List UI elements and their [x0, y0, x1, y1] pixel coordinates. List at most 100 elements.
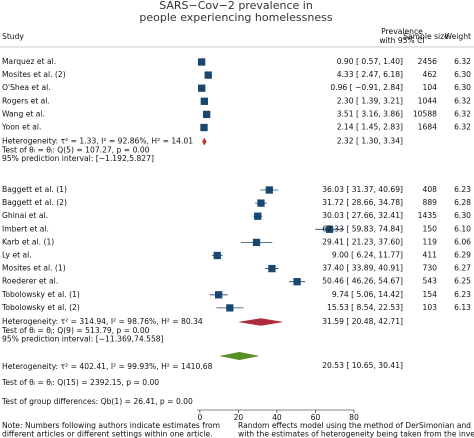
sample-size: 408	[423, 185, 438, 194]
sample-size: 889	[423, 198, 438, 207]
chart-title: people experiencing homelessness	[139, 11, 332, 24]
estimate-label: 36.03 [ 31.37, 40.69]	[322, 185, 403, 194]
estimate-label: 50.46 [ 46.26, 54.67]	[322, 277, 403, 286]
weight: 6.30	[454, 211, 471, 220]
summary-diamond	[202, 137, 207, 146]
study-name: Karb et al. (1)	[2, 237, 54, 246]
study-name: Tobolowsky et al. (2)	[1, 303, 80, 312]
study-marker	[198, 84, 206, 92]
test-text: Test of θᵢ = θⱼ: Q(9) = 513.79, p = 0.00	[1, 326, 150, 335]
estimate-label: 9.00 [ 6.24, 11.77]	[332, 251, 403, 260]
study-name: Rogers et al.	[2, 96, 50, 105]
sample-size: 150	[423, 224, 438, 233]
study-name: Mosites et al. (1)	[2, 264, 66, 273]
weight: 6.06	[454, 237, 471, 246]
summary-diamond	[239, 318, 283, 326]
estimate-label: 3.51 [ 3.16, 3.86]	[337, 109, 403, 118]
estimate-label: 67.33 [ 59.83, 74.84]	[322, 224, 403, 233]
weight: 6.23	[454, 290, 471, 299]
weight: 6.29	[454, 251, 471, 260]
study-name: Imbert et al.	[2, 224, 49, 233]
estimate-label: 37.40 [ 33.89, 40.91]	[322, 264, 403, 273]
estimate-label: 9.74 [ 5.06, 14.42]	[332, 290, 403, 299]
heterogeneity: Heterogeneity: τ² = 1.33, I² = 92.86%, H…	[2, 137, 193, 146]
sample-size: 543	[423, 277, 438, 286]
x-tick-label: 40	[272, 413, 282, 422]
chart-title: SARS−Cov−2 prevalence in	[159, 0, 313, 12]
weight: 6.32	[454, 57, 471, 66]
estimate-label: 30.03 [ 27.66, 32.41]	[322, 211, 403, 220]
weight: 6.32	[454, 96, 471, 105]
x-tick-label: 0	[197, 413, 202, 422]
study-marker	[325, 225, 334, 233]
study-marker	[215, 291, 223, 299]
estimate-label: 29.41 [ 21.23, 37.60]	[322, 237, 403, 246]
sample-size: 462	[423, 70, 438, 79]
weight: 6.28	[454, 198, 471, 207]
study-marker	[204, 71, 212, 79]
study-marker	[213, 251, 221, 260]
prediction-interval: 95% prediction interval: [−11.369,74.558…	[2, 335, 164, 344]
sample-size: 1044	[418, 96, 437, 105]
study-name: O'Shea et al.	[2, 83, 51, 92]
study-marker	[293, 278, 301, 286]
study-marker	[268, 264, 276, 273]
study-name: Tobolowsky et al. (1)	[1, 290, 80, 299]
weight: 6.30	[454, 70, 471, 79]
weight: 6.25	[454, 277, 471, 286]
header-estimate: with 95% CI	[379, 36, 424, 45]
study-marker	[200, 123, 208, 132]
sample-size: 2456	[418, 57, 437, 66]
header-study: Study	[2, 32, 24, 41]
weight: 6.10	[454, 224, 471, 233]
weight: 6.30	[454, 83, 471, 92]
test-text: Test of θᵢ = θⱼ: Q(5) = 107.27, p = 0.00	[1, 146, 150, 155]
study-marker	[265, 186, 273, 194]
sample-size: 411	[423, 251, 438, 260]
footnote: Random effects model using the method of…	[238, 421, 474, 430]
study-name: Mosites et al. (2)	[2, 70, 66, 79]
sample-size: 119	[423, 237, 438, 246]
estimate-label: 31.59 [ 20.48, 42.71]	[322, 317, 403, 326]
x-tick-label: 20	[234, 413, 244, 422]
heterogeneity: Heterogeneity: τ² = 402.41, I² = 99.93%,…	[2, 362, 213, 371]
study-name: Ly et al.	[2, 251, 32, 260]
study-name: Marquez et al.	[2, 57, 56, 66]
x-tick-label: 80	[349, 413, 359, 422]
study-marker	[257, 199, 265, 207]
footnote: Note: Numbers following authors indicate…	[2, 421, 220, 430]
estimate-label: 20.53 [ 10.65, 30.41]	[322, 361, 403, 370]
estimate-label: 15.53 [ 8.54, 22.53]	[327, 303, 403, 312]
sample-size: 10588	[413, 109, 437, 118]
weight: 6.23	[454, 185, 471, 194]
header-weight: Weight	[445, 32, 471, 41]
heterogeneity: Heterogeneity: τ² = 314.94, I² = 98.76%,…	[2, 317, 203, 326]
x-tick-label: 60	[311, 413, 321, 422]
footnote: with the estimates of heterogeneity bein…	[238, 430, 474, 438]
weight: 6.13	[454, 303, 471, 312]
weight: 6.32	[454, 109, 471, 118]
overall-diamond	[220, 351, 259, 361]
study-name: Roederer et al.	[2, 277, 58, 286]
study-name: Baggett et al. (2)	[2, 198, 67, 207]
sample-size: 104	[423, 83, 438, 92]
sample-size: 103	[423, 303, 438, 312]
study-name: Wang et al.	[2, 109, 45, 118]
study-marker	[252, 238, 261, 247]
study-name: Ghinai et al.	[2, 211, 48, 220]
study-marker	[197, 58, 206, 66]
estimate-label: 4.33 [ 2.47, 6.18]	[337, 70, 403, 79]
header-sample-size: Sample size	[403, 32, 449, 41]
header-estimate: Prevalence	[381, 27, 423, 36]
footnote: different articles or different settings…	[2, 430, 213, 438]
study-name: Yoon et al.	[1, 123, 41, 132]
sample-size: 1435	[418, 211, 437, 220]
group-test: Test of group differences: Qb(1) = 26.41…	[1, 397, 193, 406]
estimate-label: 0.90 [ 0.57, 1.40]	[337, 57, 403, 66]
study-marker	[254, 212, 262, 220]
study-name: Baggett et al. (1)	[2, 185, 67, 194]
sample-size: 730	[423, 264, 438, 273]
study-marker	[202, 110, 211, 119]
weight: 6.32	[454, 123, 471, 132]
prediction-interval: 95% prediction interval: [−1.192,5.827]	[2, 154, 154, 163]
